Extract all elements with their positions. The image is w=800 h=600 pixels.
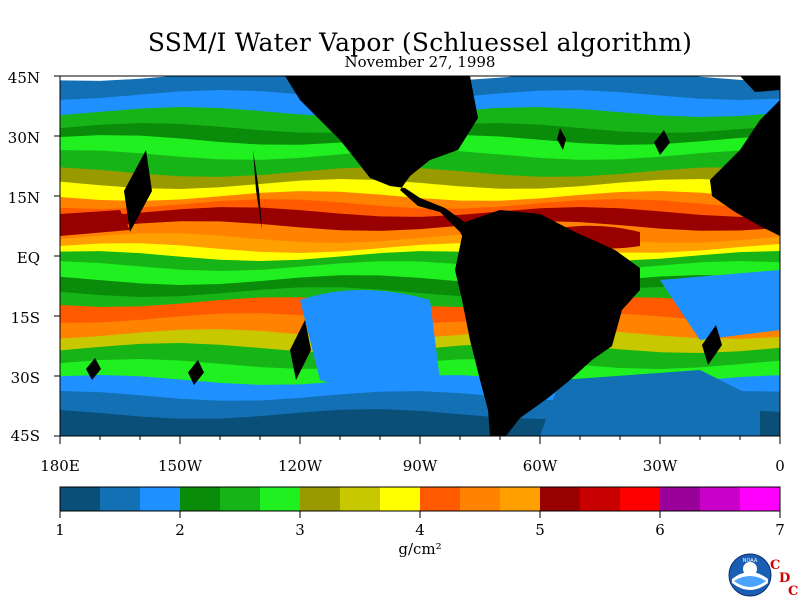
- colorbar-swatch: [220, 487, 261, 511]
- lon-label-30w: 30W: [642, 457, 678, 475]
- dry-region: [540, 370, 760, 436]
- colorbar-swatch: [420, 487, 461, 511]
- missing-data-swath: [557, 128, 566, 150]
- noaa-logo-icon: NOAA: [728, 553, 772, 597]
- missing-data-swath: [253, 150, 262, 230]
- missing-data-swath: [188, 360, 204, 385]
- colorbar-label-6: 6: [655, 521, 665, 539]
- europe-land: [740, 76, 780, 92]
- missing-data-swath: [86, 358, 101, 380]
- south-america-land: [455, 210, 640, 436]
- colorbar-label-2: 2: [175, 521, 185, 539]
- lon-label-180e: 180E: [40, 457, 80, 475]
- lon-label-150w: 150W: [157, 457, 203, 475]
- colorbar-swatch: [180, 487, 221, 511]
- colorbar-swatch: [140, 487, 181, 511]
- map-title: SSM/I Water Vapor (Schluessel algorithm): [147, 28, 693, 57]
- water-vapor-field: [60, 76, 780, 436]
- moisture-band: [60, 167, 780, 190]
- colorbar-swatch: [620, 487, 661, 511]
- colorbar-label-5: 5: [535, 521, 545, 539]
- colorbar-swatch: [500, 487, 541, 511]
- lon-label-120w: 120W: [277, 457, 323, 475]
- lat-label-30s: 30S: [10, 369, 40, 387]
- colorbar-unit: g/cm²: [398, 540, 442, 558]
- map-date: November 27, 1998: [344, 53, 496, 71]
- lon-label-60w: 60W: [522, 457, 558, 475]
- colorbar-swatch: [580, 487, 621, 511]
- svg-text:D: D: [779, 571, 790, 586]
- wet-core: [60, 210, 130, 236]
- svg-text:C: C: [770, 558, 780, 573]
- lon-label-0: 0: [775, 457, 785, 475]
- africa-land: [710, 100, 780, 236]
- colorbar-swatch: [100, 487, 141, 511]
- colorbar-swatch: [260, 487, 301, 511]
- dry-region: [300, 290, 440, 390]
- colorbar-label-3: 3: [295, 521, 305, 539]
- noaa-logo-text: NOAA: [743, 558, 758, 564]
- svg-text:C: C: [788, 584, 798, 595]
- colorbar-label-4: 4: [415, 521, 425, 539]
- missing-data-swath: [654, 130, 670, 155]
- lat-label-eq: EQ: [16, 249, 40, 267]
- lat-label-15n: 15N: [7, 189, 40, 207]
- lat-label-45n: 45N: [7, 69, 40, 87]
- colorbar-swatch: [380, 487, 421, 511]
- colorbar-label-1: 1: [55, 521, 65, 539]
- missing-data-swath: [702, 325, 722, 365]
- colorbar-swatch: [60, 487, 101, 511]
- colorbar-label-7: 7: [775, 521, 785, 539]
- north-america-land: [285, 76, 478, 250]
- colorbar-swatch: [740, 487, 781, 511]
- dry-region: [660, 270, 780, 340]
- missing-data-swath: [290, 320, 311, 380]
- lat-label-30n: 30N: [7, 129, 40, 147]
- colorbar-swatch: [340, 487, 381, 511]
- missing-data-swath: [124, 150, 152, 232]
- colorbar-swatch: [540, 487, 581, 511]
- lon-label-90w: 90W: [402, 457, 438, 475]
- cdc-logo-icon: C D C: [770, 558, 798, 595]
- lat-label-45s: 45S: [10, 427, 40, 445]
- lat-label-15s: 15S: [10, 309, 40, 327]
- colorbar-swatch: [700, 487, 741, 511]
- colorbar-swatch: [460, 487, 501, 511]
- colorbar-swatch: [300, 487, 341, 511]
- colorbar-swatch: [660, 487, 701, 511]
